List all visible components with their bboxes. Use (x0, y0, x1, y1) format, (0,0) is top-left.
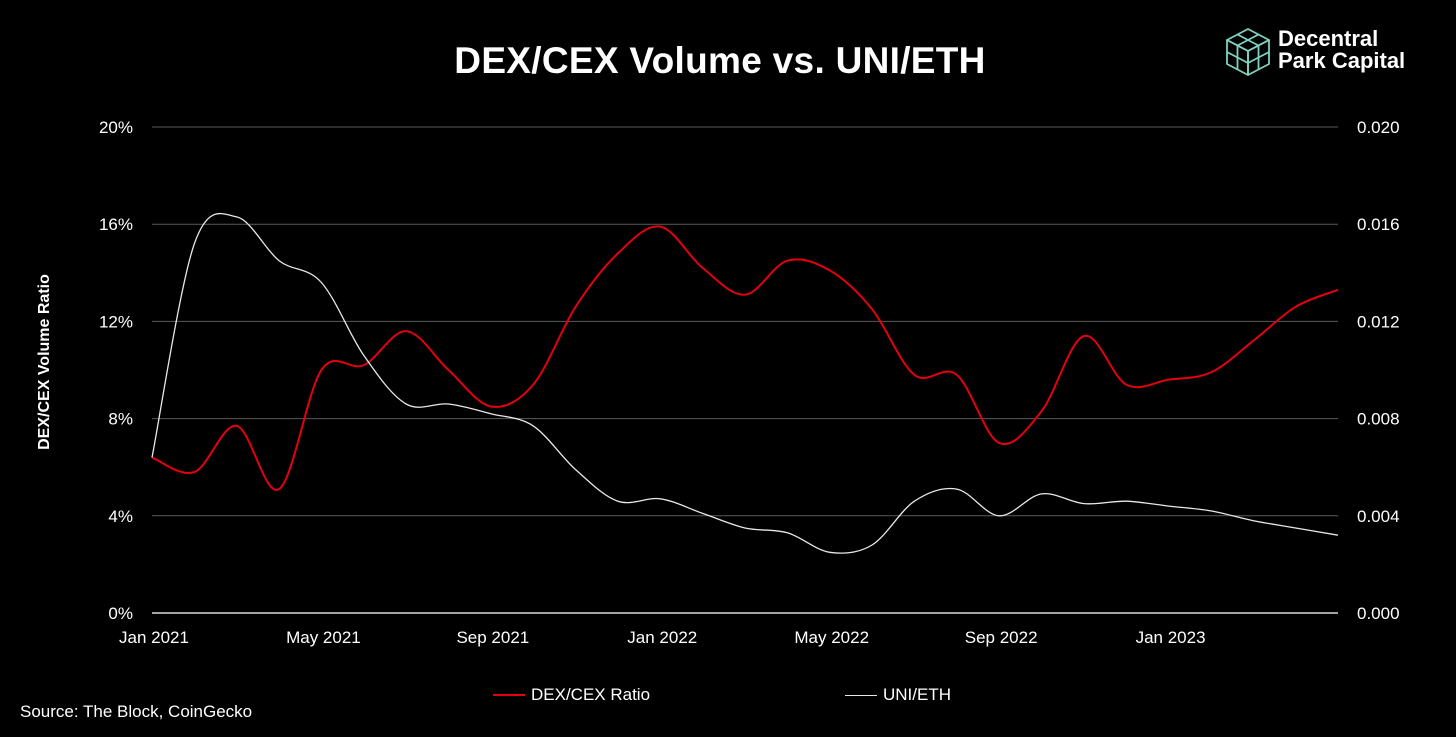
y2-tick-label: 0.012 (1357, 312, 1400, 331)
y-tick-label: 20% (99, 118, 133, 137)
x-tick-label: Sep 2021 (456, 628, 529, 647)
legend-swatch-dex-cex (493, 694, 525, 696)
y-tick-label: 8% (108, 410, 133, 429)
gridlines (152, 126, 1338, 614)
y-tick-label: 0% (108, 604, 133, 623)
brand-logo-text: Decentral Park Capital (1278, 28, 1405, 72)
x-tick-label: Jan 2022 (627, 628, 697, 647)
y2-tick-label: 0.004 (1357, 507, 1400, 526)
right-axis-ticks: 0.000 0.004 0.008 0.012 0.016 0.020 (1357, 118, 1400, 623)
x-tick-label: Sep 2022 (965, 628, 1038, 647)
x-tick-label: Jan 2023 (1136, 628, 1206, 647)
y-tick-label: 16% (99, 215, 133, 234)
y2-tick-label: 0.016 (1357, 215, 1400, 234)
y2-tick-label: 0.020 (1357, 118, 1400, 137)
chart-title: DEX/CEX Volume vs. UNI/ETH (454, 40, 986, 81)
legend-label-dex-cex: DEX/CEX Ratio (531, 685, 651, 704)
legend-label-uni-eth: UNI/ETH (883, 685, 951, 704)
left-axis-ticks: 0% 4% 8% 12% 16% 20% (99, 118, 133, 623)
source-note: Source: The Block, CoinGecko (20, 702, 253, 721)
x-tick-label: May 2022 (794, 628, 869, 647)
y-tick-label: 12% (99, 312, 133, 331)
x-tick-label: May 2021 (286, 628, 361, 647)
brand-line-2: Park Capital (1278, 48, 1406, 73)
isometric-cube-icon (1226, 28, 1270, 76)
series-lines (151, 213, 1339, 554)
legend-item-uni-eth: UNI/ETH (845, 685, 951, 705)
y-tick-label: 4% (108, 507, 133, 526)
brand-line-1: Decentral (1278, 26, 1379, 51)
x-axis-ticks: Jan 2021 May 2021 Sep 2021 Jan 2022 May 2022… (119, 628, 1206, 647)
series-line-uni-eth (151, 213, 1339, 554)
legend-swatch-uni-eth (845, 694, 877, 696)
x-tick-label: Jan 2021 (119, 628, 189, 647)
series-line-dex-cex (151, 225, 1339, 491)
legend-item-dex-cex: DEX/CEX Ratio (493, 685, 650, 705)
y2-tick-label: 0.000 (1357, 604, 1400, 623)
y2-tick-label: 0.008 (1357, 410, 1400, 429)
